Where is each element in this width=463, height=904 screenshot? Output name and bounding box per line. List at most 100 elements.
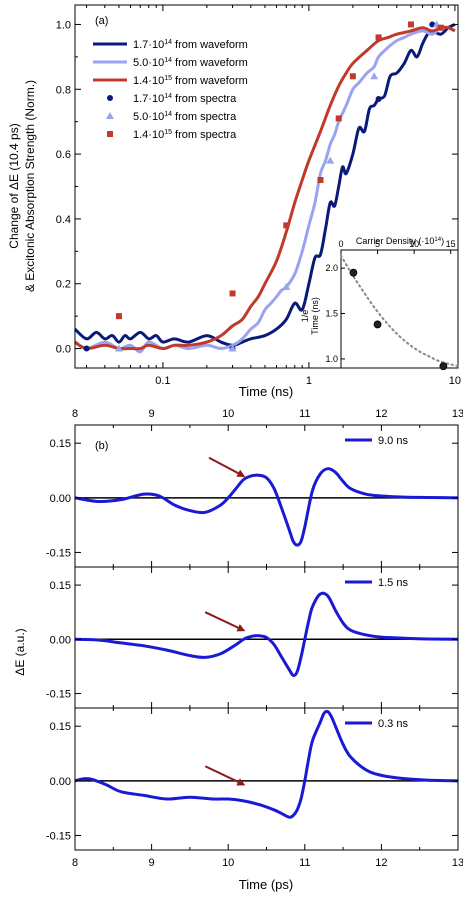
- panel-b-xlabel: Time (ps): [239, 877, 293, 892]
- panel-b-legend-label-2: 0.3 ns: [378, 718, 408, 730]
- legend-entry-1: 5.0·1014 from waveform: [93, 57, 248, 69]
- panel-b-ylabel: ΔE (a.u.): [13, 628, 27, 675]
- panel-b-arrow-2: [204, 765, 246, 786]
- panel-b-xtick-label: 11: [299, 857, 310, 869]
- panel-b-ytick-label: -0.15: [46, 689, 71, 701]
- panel-a-point-3-2: [375, 95, 382, 102]
- panel-b-xtick-label-top: 12: [375, 408, 387, 420]
- panel-a-ytick-label: 0.4: [56, 214, 71, 226]
- panel-a-point-5-7: [407, 21, 414, 28]
- panel-a: 0.1 1 10 0.0 0.2 0.4 0.6 0.8 1.0 (a) 1.7·1014 fr…: [7, 4, 461, 399]
- panel-b-xtick-label: 13: [452, 857, 463, 869]
- panel-a-point-4-4: [370, 72, 379, 80]
- panel-a-point-4-1: [228, 344, 237, 352]
- legend-entry-4: 5.0·1014 from spectra: [106, 111, 237, 123]
- panel-b-series-line-0: [74, 467, 459, 547]
- panel-a-point-5-1: [229, 290, 236, 297]
- inset-xtick-label: 10: [409, 239, 419, 249]
- panel-b-arrow-0: [208, 456, 246, 477]
- panel-a-series: [73, 20, 456, 354]
- inset-background: [341, 250, 458, 368]
- panel-a-ytick-label: 1.0: [56, 19, 71, 31]
- inset-ylabel-line1: 1/e: [300, 310, 310, 323]
- panel-b-ytick-label: 0.00: [50, 493, 71, 505]
- panel-b: -0.150.000.15 9.0 ns-0.150.000.15 1.5 ns-0…: [13, 408, 463, 892]
- panel-a-point-5-4: [335, 115, 342, 122]
- legend-swatch-3: [107, 95, 113, 101]
- panel-b-xtick-label-top: 8: [72, 408, 78, 420]
- panel-a-point-4-3: [326, 156, 335, 164]
- panel-a-label: (a): [95, 15, 108, 27]
- inset-point-0: [349, 268, 358, 277]
- panel-a-xtick-label: 1: [306, 375, 312, 387]
- panel-a-ytick-label: 0.2: [56, 279, 71, 291]
- panel-b-ytick-label: 0.15: [50, 721, 71, 733]
- legend-label-1: 5.0·1014 from waveform: [133, 57, 248, 69]
- panel-b-xtick-label-top: 13: [452, 408, 463, 420]
- panel-a-series-line-0: [73, 23, 456, 347]
- panel-b-xtick-label: 12: [375, 857, 387, 869]
- panel-a-xtick-label: 10: [449, 375, 461, 387]
- panel-a-point-4-2: [282, 282, 291, 290]
- panel-b-label: (b): [95, 440, 108, 452]
- panel-a-point-5-0: [115, 313, 122, 320]
- panel-a-point-5-5: [349, 73, 356, 80]
- inset-ylabel-line2: Time (ns): [310, 297, 320, 335]
- inset-xtick-label: 5: [375, 239, 380, 249]
- inset-plot: 0 5 10 151.01.52.0 Carrier Density (·1014) …: [300, 236, 459, 371]
- panel-b-xtick-label: 9: [149, 857, 155, 869]
- panel-a-ytick-label: 0.6: [56, 149, 71, 161]
- legend-label-2: 1.4·1015 from waveform: [133, 75, 248, 87]
- legend-entry-3: 1.7·1014 from spectra: [107, 93, 237, 105]
- inset-xlabel: Carrier Density (·1014): [356, 236, 444, 246]
- panel-b-ytick-label: -0.15: [46, 547, 71, 559]
- inset-frame: [340, 249, 459, 369]
- panel-b-arrow-1: [204, 611, 246, 632]
- legend-swatch-4: [106, 112, 114, 119]
- panel-a-point-5-8: [437, 24, 444, 31]
- legend-swatch-5: [107, 131, 113, 137]
- panel-b-xtick-label: 10: [222, 857, 234, 869]
- legend-label-5: 1.4·1015 from spectra: [133, 129, 237, 141]
- panel-a-ylabel-line1: Change of ΔE (10.4 ps): [7, 123, 21, 248]
- inset-fit-curve: [340, 254, 459, 368]
- panel-b-xtick-label: 8: [72, 857, 78, 869]
- panel-b-content: -0.150.000.15 9.0 ns-0.150.000.15 1.5 ns-0…: [46, 408, 463, 869]
- panel-b-legend-label-1: 1.5 ns: [378, 577, 408, 589]
- legend-label-0: 1.7·1014 from waveform: [133, 39, 248, 51]
- panel-b-subplot-1: -0.15 0.00 0.15 1.5 ns: [46, 566, 459, 709]
- panel-a-point-5-3: [317, 177, 324, 184]
- panel-a-point-3-0: [83, 345, 90, 352]
- inset-point-1: [373, 320, 382, 329]
- legend-entry-2: 1.4·1015 from waveform: [93, 75, 248, 87]
- panel-b-ytick-label: 0.15: [50, 580, 71, 592]
- inset-xtick-label: 15: [446, 239, 456, 249]
- legend-entry-0: 1.7·1014 from waveform: [93, 39, 248, 51]
- panel-b-series-line-1: [74, 591, 459, 678]
- panel-a-point-4-0: [114, 344, 123, 352]
- panel-b-ytick-label: 0.00: [50, 634, 71, 646]
- panel-b-ytick-label: -0.15: [46, 830, 71, 842]
- panel-b-xtick-label-top: 11: [299, 408, 310, 420]
- panel-a-ytick-label: 0.8: [56, 84, 71, 96]
- panel-b-xtick-label-top: 10: [222, 408, 234, 420]
- panel-b-xtick-label-top: 9: [149, 408, 155, 420]
- panel-a-xtick-label: 0.1: [155, 375, 170, 387]
- legend-entry-5: 1.4·1015 from spectra: [107, 129, 237, 141]
- inset-point-2: [439, 362, 448, 371]
- inset-ytick-label: 1.5: [325, 309, 338, 319]
- inset-xtick-label: 0: [338, 239, 343, 249]
- legend-label-4: 5.0·1014 from spectra: [133, 111, 237, 123]
- panel-a-ytick-label: 0.0: [56, 344, 71, 356]
- inset-content: 0 5 10 15 1.0 1.5 2.0: [325, 239, 459, 371]
- panel-b-series-line-2: [74, 709, 459, 819]
- panel-a-point-5-6: [375, 34, 382, 41]
- panel-a-xlabel: Time (ns): [239, 384, 293, 399]
- inset-ytick-label: 1.0: [325, 354, 338, 364]
- panel-b-ytick-label: 0.00: [50, 776, 71, 788]
- panel-a-ticks: 0.1 1 10 0.0 0.2 0.4 0.6 0.8 1.0: [56, 5, 461, 387]
- panel-b-subplot-2: -0.15 0.00 0.15 0.3 ns: [46, 707, 459, 851]
- panel-a-point-5-2: [283, 222, 290, 229]
- panel-a-ylabel-line2: & Excitonic Absorption Strength (Norm.): [23, 80, 37, 292]
